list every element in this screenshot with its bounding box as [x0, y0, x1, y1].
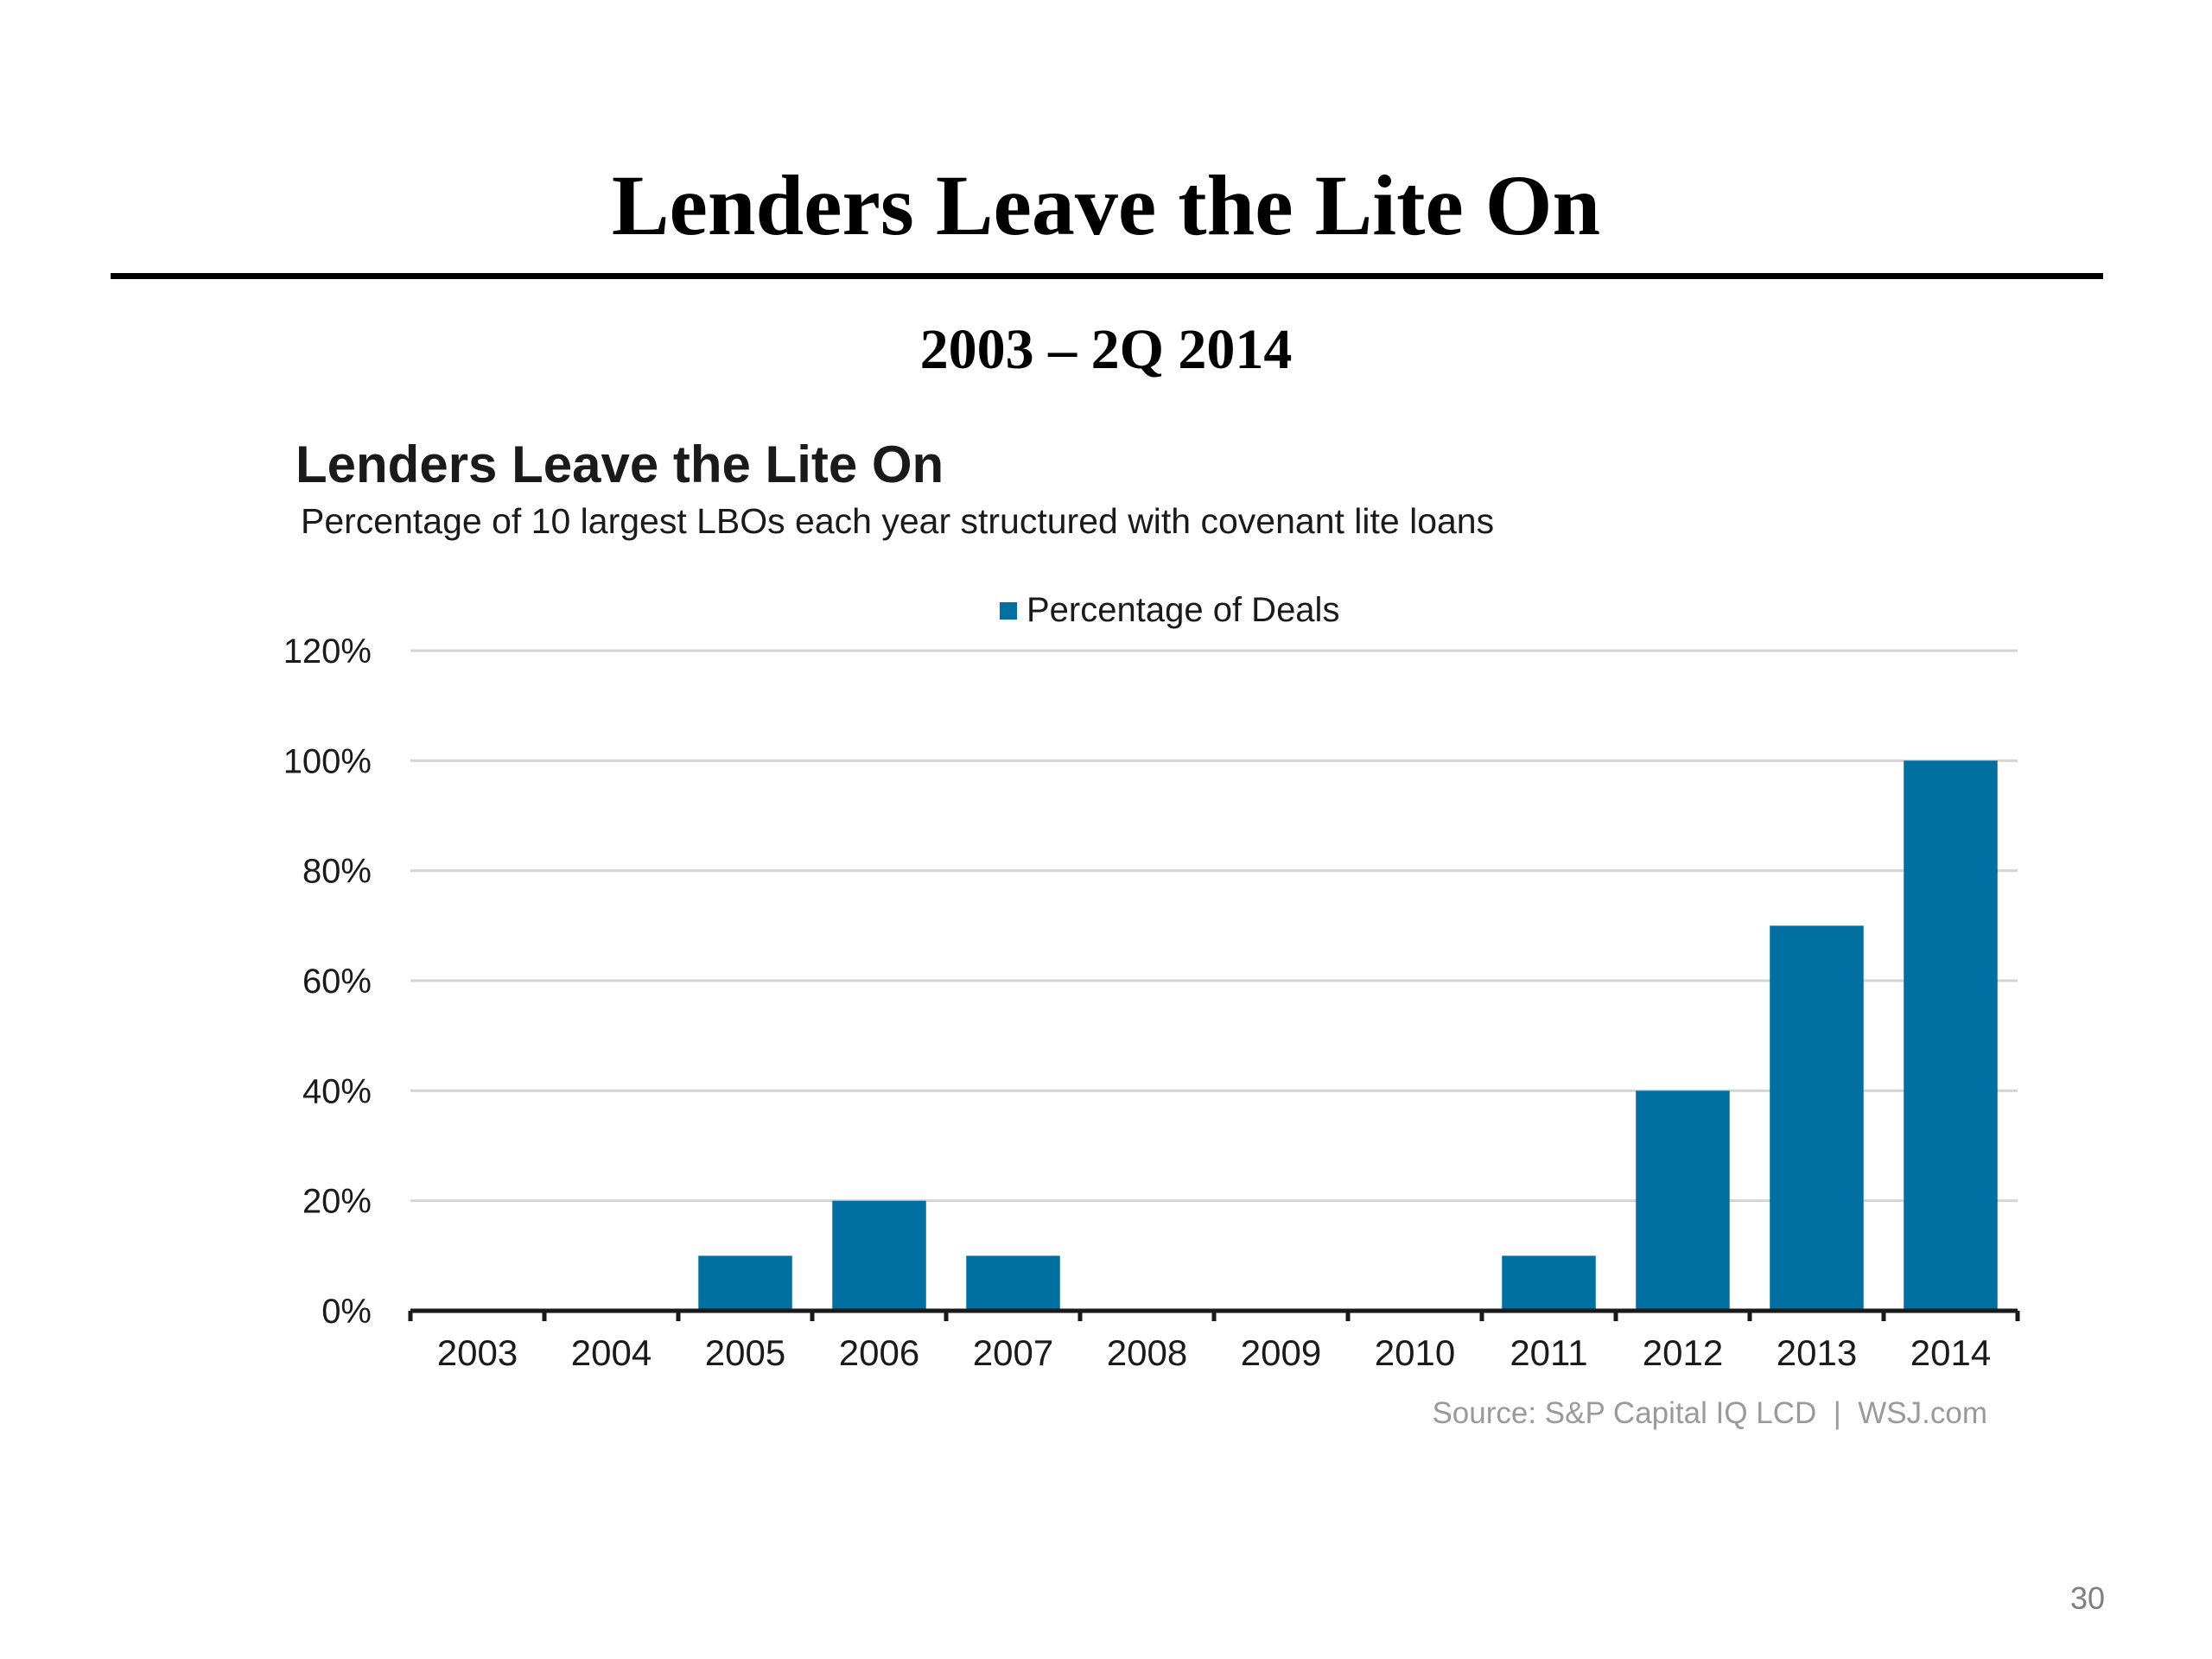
legend-swatch: [1000, 602, 1017, 620]
x-tick-label: 2012: [1643, 1332, 1723, 1373]
page-number: 30: [2069, 1580, 2105, 1616]
x-tick-label: 2006: [839, 1332, 919, 1373]
y-tick-label: 40%: [302, 1072, 372, 1110]
x-tick-label: 2004: [571, 1332, 652, 1373]
chart-legend: Percentage of Deals: [1000, 591, 1339, 629]
y-tick-label: 20%: [302, 1183, 372, 1221]
y-tick-label: 80%: [302, 853, 372, 891]
x-tick-label: 2009: [1241, 1332, 1321, 1373]
y-axis-ticks: 0% 20% 40% 60% 80% 100% 120%: [283, 632, 372, 1331]
bar-2011: [1502, 1255, 1596, 1311]
slide-title: Lenders Leave the Lite On: [611, 157, 1601, 253]
x-tick-label: 2011: [1510, 1332, 1587, 1373]
chart-subtitle: Percentage of 10 largest LBOs each year …: [301, 501, 1494, 541]
title-divider: [111, 273, 2103, 279]
y-tick-label: 60%: [302, 963, 372, 1001]
x-tick-label: 2013: [1777, 1332, 1857, 1373]
x-tick-label: 2008: [1107, 1332, 1187, 1373]
x-tick-label: 2007: [973, 1332, 1053, 1373]
x-tick-label: 2003: [437, 1332, 518, 1373]
slide-subtitle: 2003 – 2Q 2014: [919, 318, 1293, 381]
y-tick-label: 120%: [283, 632, 372, 671]
chart-source: Source: S&P Capital IQ LCD | WSJ.com: [1432, 1396, 1987, 1430]
y-tick-label: 100%: [283, 742, 372, 780]
bar-2007: [966, 1255, 1060, 1311]
bar-2005: [698, 1255, 792, 1311]
x-tick-label: 2005: [705, 1332, 785, 1373]
bar-2013: [1770, 925, 1864, 1311]
legend-label: Percentage of Deals: [1027, 591, 1339, 629]
bar-2014: [1904, 760, 1998, 1311]
x-tick-label: 2014: [1910, 1332, 1991, 1373]
x-axis-ticks: 2003 2004 2005 2006 2007 2008 2009 2010 2011 2012…: [437, 1332, 1991, 1373]
bar-2012: [1636, 1090, 1730, 1311]
x-tick-label: 2010: [1375, 1332, 1455, 1373]
y-tick-label: 0%: [321, 1293, 372, 1331]
bar-2006: [832, 1200, 926, 1311]
chart-title: Lenders Leave the Lite On: [296, 435, 944, 493]
gridlines: [410, 649, 2018, 1203]
x-axis: [408, 1308, 2020, 1321]
bars: [698, 760, 1998, 1311]
